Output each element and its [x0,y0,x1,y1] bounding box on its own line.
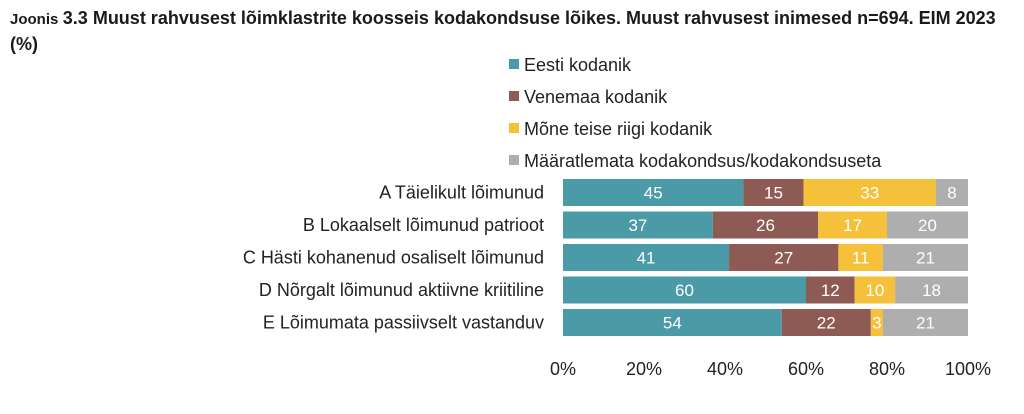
chart-title-text: 3.3 Muust rahvusest lõimklastrite koosse… [10,8,996,54]
category-label-1: A Täielikult lõimunud [379,183,544,203]
bar-segment-5-4 [882,309,968,336]
bar-segment-4-2 [806,276,855,304]
legend: Eesti kodanik Venemaa kodanik Mõne teise r… [509,55,882,171]
data-label-1-4: 8 [947,184,956,203]
category-labels: A Täielikult lõimunud B Lokaalselt lõimun… [243,183,544,333]
bar-segment-1-1 [563,179,744,206]
bars-area: 45 15 33 8 37 26 17 20 41 27 11 21 60 12 10 18 54 22 3 21 [563,179,968,336]
legend-label-1: Eesti kodanik [524,55,632,75]
x-tick-label-2: 20% [626,359,662,379]
bar-segment-1-2 [743,179,804,206]
x-tick-label-5: 80% [869,359,905,379]
legend-swatch-3 [509,123,519,133]
data-label-3-1: 41 [637,249,656,268]
data-label-3-4: 21 [916,249,935,268]
bar-segment-2-1 [563,211,713,239]
data-label-1-2: 15 [764,184,783,203]
data-label-4-1: 60 [675,281,694,300]
data-label-2-2: 26 [756,216,775,235]
legend-label-4: Määratlemata kodakondsus/kodakondsuseta [524,151,882,171]
data-label-3-3: 11 [852,249,870,268]
legend-label-3: Mõne teise riigi kodanik [524,119,713,139]
bar-segment-3-1 [563,244,730,271]
bar-segment-3-3 [838,244,883,271]
x-tick-label-6: 100% [945,359,991,379]
legend-swatch-2 [509,91,519,101]
bar-segment-4-1 [563,276,806,304]
bar-segment-1-4 [935,179,968,206]
x-tick-label-1: 0% [550,359,576,379]
category-label-4: D Nõrgalt lõimunud aktiivne kriitiline [259,280,544,300]
x-tick-label-3: 40% [707,359,743,379]
legend-swatch-4 [509,155,519,165]
data-label-5-4: 21 [916,314,935,333]
category-label-3: C Hästi kohanenud osaliselt lõimunud [243,248,544,268]
bar-segment-2-3 [818,211,887,239]
category-label-2: B Lokaalselt lõimunud patrioot [303,215,544,235]
data-label-3-2: 27 [774,249,793,268]
data-label-1-1: 45 [644,184,663,203]
data-label-1-3: 33 [860,184,879,203]
x-tick-label-4: 60% [788,359,824,379]
bar-segment-4-4 [895,276,968,304]
legend-swatch-1 [509,59,519,69]
bar-segment-2-4 [887,211,968,239]
bar-segment-3-4 [882,244,968,271]
legend-label-2: Venemaa kodanik [524,87,668,107]
data-label-5-3: 3 [872,314,881,333]
bar-segment-2-2 [712,211,819,239]
bar-segment-3-2 [729,244,839,271]
data-label-2-1: 37 [628,216,647,235]
data-label-4-4: 18 [922,281,941,300]
chart-title-prefix: Joonis [10,11,59,28]
data-label-4-2: 12 [821,281,840,300]
bar-segment-5-1 [563,309,782,336]
x-axis-ticks: 0% 20% 40% 60% 80% 100% [550,359,991,379]
data-label-2-4: 20 [918,216,937,235]
bar-segment-5-2 [781,309,871,336]
data-label-5-2: 22 [817,314,836,333]
data-label-2-3: 17 [843,216,862,235]
data-label-4-3: 10 [865,281,884,300]
data-label-5-1: 54 [663,314,682,333]
bar-segment-4-3 [854,276,896,304]
chart-title: Joonis 3.3 Muust rahvusest lõimklastrite… [10,6,1010,58]
bar-segment-1-3 [803,179,936,206]
category-label-5: E Lõimumata passiivselt vastanduv [263,313,544,333]
bar-segment-5-3 [870,309,883,336]
